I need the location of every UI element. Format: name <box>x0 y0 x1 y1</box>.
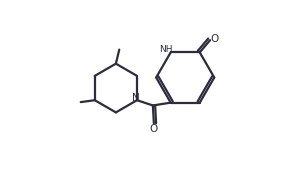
Text: N: N <box>132 93 140 103</box>
Text: O: O <box>150 124 158 133</box>
Text: O: O <box>211 34 219 44</box>
Text: NH: NH <box>159 45 173 54</box>
